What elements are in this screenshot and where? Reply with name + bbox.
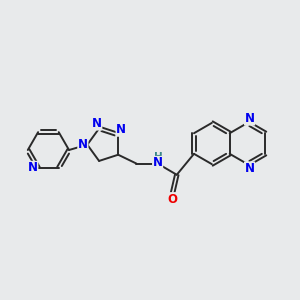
Text: N: N [116,123,126,136]
Text: N: N [92,117,102,130]
Text: N: N [28,161,38,174]
Text: N: N [244,162,255,175]
Text: H: H [154,152,163,162]
Text: N: N [153,157,163,169]
Text: N: N [78,138,88,151]
Text: O: O [167,193,177,206]
Text: N: N [244,112,255,125]
